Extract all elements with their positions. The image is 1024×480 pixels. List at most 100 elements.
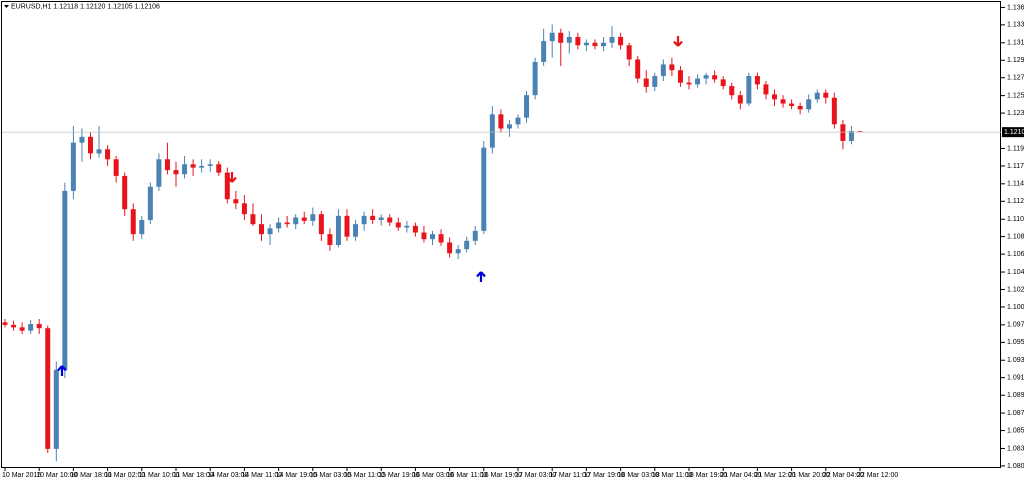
y-tick-label: 1.13605 bbox=[1007, 4, 1024, 11]
sell-arrow bbox=[673, 36, 683, 47]
candle-body bbox=[712, 75, 718, 80]
symbol-menu-icon[interactable] bbox=[4, 5, 9, 8]
candle-body bbox=[772, 94, 777, 100]
y-tick-label: 1.10425 bbox=[1007, 269, 1024, 276]
candle-body bbox=[267, 228, 273, 235]
x-tick-label: 22 Mar 04:00 bbox=[823, 472, 864, 479]
candle-body bbox=[335, 215, 341, 245]
y-tick-label: 1.10640 bbox=[1007, 251, 1024, 258]
candle-body bbox=[464, 240, 470, 250]
candle-body bbox=[609, 36, 615, 43]
x-tick-label: 15 Mar 19:00 bbox=[378, 472, 419, 479]
candle-body bbox=[53, 369, 59, 449]
candle-body bbox=[857, 131, 863, 133]
buy-arrow bbox=[476, 271, 486, 282]
candle-body bbox=[301, 217, 307, 221]
y-tick-label: 1.11485 bbox=[1007, 181, 1024, 188]
candle-body bbox=[259, 224, 264, 235]
candle-body bbox=[164, 159, 170, 171]
candle-body bbox=[182, 164, 188, 175]
candle-body bbox=[310, 214, 316, 221]
candle-body bbox=[361, 215, 367, 225]
y-tick-label: 1.08520 bbox=[1007, 427, 1024, 434]
candle-body bbox=[378, 217, 384, 221]
y-tick-label: 1.13180 bbox=[1007, 40, 1024, 47]
candle-body bbox=[763, 84, 769, 95]
candle-body bbox=[207, 164, 213, 166]
x-tick-label: 16 Mar 19:00 bbox=[481, 472, 522, 479]
y-tick-label: 1.11275 bbox=[1007, 198, 1024, 205]
candle-body bbox=[105, 149, 111, 160]
price-label-box bbox=[1002, 127, 1024, 138]
candle-body bbox=[558, 32, 564, 43]
candle-body bbox=[370, 215, 376, 221]
candle-body bbox=[481, 147, 487, 231]
candle-body bbox=[130, 209, 136, 235]
candle-body bbox=[139, 220, 145, 235]
candle-body bbox=[592, 42, 598, 47]
candle-body bbox=[293, 217, 299, 225]
y-tick-label: 1.12760 bbox=[1007, 75, 1024, 82]
x-tick-label: 14 Mar 11:00 bbox=[241, 472, 282, 479]
y-tick-label: 1.11060 bbox=[1007, 216, 1024, 223]
y-tick-label: 1.12335 bbox=[1007, 110, 1024, 117]
x-tick-label: 18 Mar 11:00 bbox=[652, 472, 693, 479]
candle-body bbox=[276, 222, 282, 229]
y-tick-label: 1.10215 bbox=[1007, 286, 1024, 293]
candle-body bbox=[806, 99, 812, 110]
candle-body bbox=[284, 222, 290, 225]
candle-body bbox=[703, 75, 709, 79]
candle-body bbox=[113, 159, 119, 176]
candles bbox=[2, 24, 863, 462]
y-tick-label: 1.08095 bbox=[1007, 463, 1024, 470]
y-tick-label: 1.09365 bbox=[1007, 357, 1024, 364]
y-tick-label: 1.13395 bbox=[1007, 22, 1024, 29]
candle-body bbox=[797, 106, 803, 110]
y-tick-label: 1.10005 bbox=[1007, 304, 1024, 311]
candle-body bbox=[224, 172, 230, 200]
candle-body bbox=[695, 78, 701, 85]
candle-body bbox=[2, 322, 8, 325]
candle-body bbox=[840, 124, 846, 141]
candle-body bbox=[626, 45, 632, 60]
x-tick-label: 14 Mar 19:00 bbox=[276, 472, 317, 479]
candle-body bbox=[831, 97, 837, 125]
candle-body bbox=[618, 36, 624, 46]
candle-body bbox=[780, 99, 786, 104]
candle-body bbox=[190, 164, 196, 168]
y-tick-label: 1.08305 bbox=[1007, 445, 1024, 452]
candle-body bbox=[746, 76, 752, 104]
candle-body bbox=[318, 214, 324, 235]
candle-body bbox=[412, 225, 418, 233]
candle-body bbox=[652, 76, 658, 87]
candle-body bbox=[387, 217, 393, 223]
candle-body bbox=[575, 36, 581, 46]
sell-arrow bbox=[227, 172, 237, 183]
x-tick-label: 17 Mar 19:00 bbox=[583, 472, 624, 479]
candle-body bbox=[173, 170, 179, 175]
candle-body bbox=[156, 159, 162, 187]
candle-body bbox=[848, 131, 854, 141]
candle-body bbox=[122, 175, 128, 210]
candle-body bbox=[455, 249, 461, 254]
y-tick-label: 1.09155 bbox=[1007, 375, 1024, 382]
y-tick-label: 1.11910 bbox=[1007, 145, 1024, 152]
candle-body bbox=[250, 214, 256, 225]
y-tick-label: 1.09790 bbox=[1007, 322, 1024, 329]
y-tick-label: 1.12545 bbox=[1007, 92, 1024, 99]
candle-body bbox=[70, 142, 76, 191]
candle-body bbox=[45, 328, 51, 449]
x-tick-label: 15 Mar 03:00 bbox=[310, 472, 351, 479]
candle-body bbox=[524, 95, 530, 118]
candle-body bbox=[28, 324, 34, 331]
x-tick-label: 21 Mar 20:00 bbox=[789, 472, 830, 479]
candle-body bbox=[669, 64, 675, 71]
candle-body bbox=[395, 222, 401, 228]
candle-body bbox=[506, 124, 512, 129]
x-tick-label: 10 Mar 18:00 bbox=[70, 472, 111, 479]
candle-body bbox=[549, 32, 555, 42]
candle-body bbox=[438, 234, 444, 243]
candle-body bbox=[353, 224, 359, 237]
